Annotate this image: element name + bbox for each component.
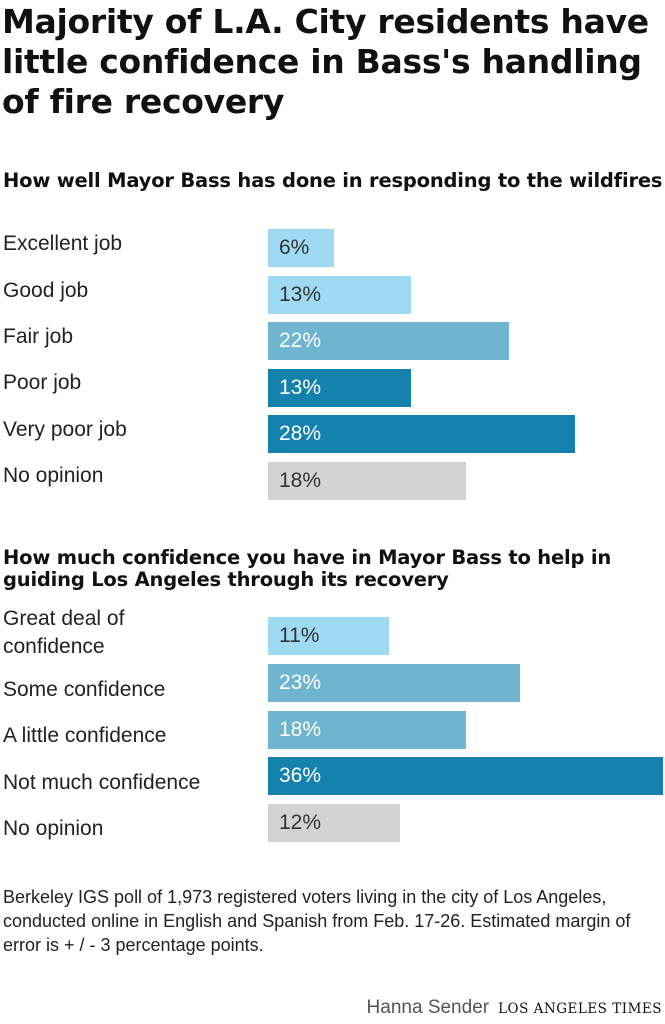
category-label: Excellent job [3, 232, 123, 255]
bar [268, 804, 400, 843]
panel-title-wildfire-response: How well Mayor Bass has done in respondi… [3, 169, 663, 192]
source-note: Berkeley IGS poll of 1,973 registered vo… [3, 887, 631, 955]
bar [268, 322, 510, 361]
category-label: Very poor job [3, 418, 127, 441]
bar [268, 710, 466, 749]
category-label: Good job [3, 279, 89, 302]
bar [268, 229, 334, 267]
bar-value-label: 18% [279, 469, 322, 492]
bar-value-label: 18% [279, 717, 322, 741]
category-label: Fair job [3, 325, 74, 348]
bar-value-label: 13% [279, 282, 322, 306]
bar [268, 617, 389, 655]
category-label: No opinion [3, 817, 104, 840]
bar-value-label: 22% [279, 329, 322, 353]
credit-organization: LOS ANGELES TIMES [498, 1001, 662, 1017]
bar-value-label: 6% [279, 236, 310, 259]
bar-value-label: 23% [279, 670, 322, 694]
bar [268, 275, 411, 314]
bar-value-label: 12% [279, 811, 322, 835]
bar-value-label: 36% [279, 764, 322, 788]
bar-value-label: 28% [279, 422, 322, 446]
credit-line: Hanna Sender LOS ANGELES TIMES [367, 997, 662, 1019]
bar [268, 415, 576, 454]
category-label: No opinion [3, 464, 104, 487]
bar [268, 663, 521, 702]
bar [268, 757, 663, 796]
chart-title: Majority of L.A. City residents have lit… [2, 2, 649, 121]
panel-title-recovery-confidence: How much confidence you have in Mayor Ba… [3, 546, 612, 591]
category-label: Some confidence [3, 678, 166, 701]
category-label: Not much confidence [3, 771, 201, 794]
bar [268, 462, 466, 500]
bar-value-label: 13% [279, 375, 322, 399]
credit-author: Hanna Sender [366, 997, 490, 1018]
category-label: Poor job [3, 371, 82, 394]
category-label: A little confidence [3, 724, 167, 747]
bar-value-label: 11% [279, 624, 320, 647]
bar [268, 368, 411, 407]
category-label: Great deal of confidence [3, 607, 125, 658]
